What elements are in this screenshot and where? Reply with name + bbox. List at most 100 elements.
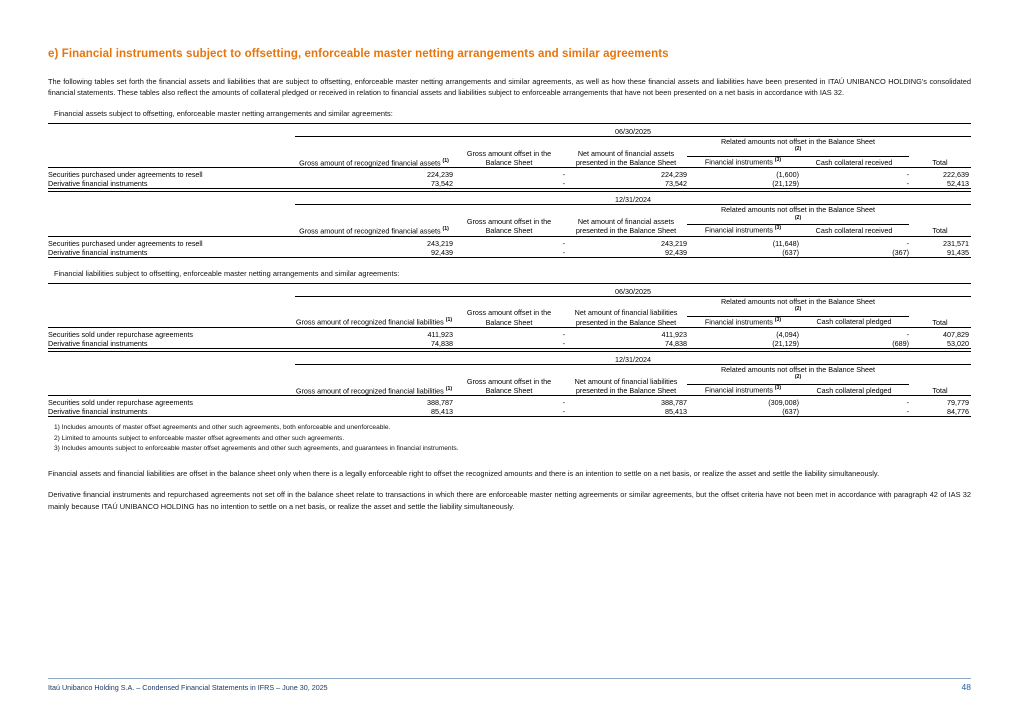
cell-offset: - — [562, 179, 565, 189]
cell-total: 222,639 — [943, 170, 969, 180]
cell-financial-instruments: (4,094) — [776, 330, 799, 340]
footer-document-title: Itaú Unibanco Holding S.A. – Condensed F… — [48, 683, 328, 692]
table-header-group-row: Gross amount of recognized financial lia… — [48, 296, 971, 327]
closing-paragraphs: Financial assets and financial liabiliti… — [48, 468, 971, 512]
table-bottom-rule — [48, 348, 971, 352]
row-label: Securities sold under repurchase agreeme… — [48, 398, 194, 408]
table-row: Securities sold under repurchase agreeme… — [48, 398, 971, 407]
cell-financial-instruments: (21,129) — [772, 339, 799, 349]
table-header-rule — [48, 235, 971, 239]
row-label: Derivative financial instruments — [48, 339, 148, 349]
cell-cash-collateral: - — [906, 170, 909, 180]
row-label: Securities purchased under agreements to… — [48, 170, 203, 180]
header-gross-offset: Gross amount offset in the Balance Sheet — [466, 376, 552, 395]
footer-page-number: 48 — [961, 682, 971, 692]
section-title: e) Financial instruments subject to offs… — [48, 48, 669, 60]
footnote-marker: (1) — [445, 385, 453, 392]
table-row: Derivative financial instruments 92,439 - 9… — [48, 248, 971, 258]
cell-gross: 388,787 — [427, 398, 453, 408]
table-header-sub-row: Financial instruments (3) Cash collateral… — [48, 384, 971, 396]
cell-net: 74,838 — [665, 339, 687, 349]
footnote-2: 2) Limited to amounts subject to enforce… — [54, 434, 345, 442]
header-gross-amount: Gross amount of recognized financial ass… — [299, 225, 449, 236]
table-bottom-rule — [48, 188, 971, 192]
table-row: Derivative financial instruments 74,838 - 7… — [48, 339, 971, 349]
cell-offset: - — [562, 238, 565, 248]
cell-offset: - — [562, 339, 565, 349]
footnote-marker: (1) — [442, 225, 449, 232]
table-period-row: 12/31/2024 — [48, 195, 971, 206]
table-top-rule — [48, 123, 971, 128]
table-header-rule — [48, 395, 971, 399]
cell-total: 84,776 — [947, 407, 969, 417]
header-gross-offset: Gross amount offset in the Balance Sheet — [466, 216, 552, 236]
financial-table-assets-2025: 06/30/2025 Gross amount of recognized fin… — [48, 123, 971, 192]
header-related-amounts-group: Related amounts not offset in the Balanc… — [720, 137, 876, 153]
table-period-row: 12/31/2024 — [48, 355, 971, 366]
cell-gross: 74,838 — [431, 339, 453, 349]
financial-table-assets-2024: 12/31/2024 Gross amount of recognized fin… — [48, 191, 971, 260]
header-net-amount: Net amount of financial liabilities pres… — [574, 376, 678, 395]
table-row: Derivative financial instruments 85,413 - 8… — [48, 407, 971, 417]
cell-financial-instruments: (1,600) — [776, 170, 799, 180]
cell-total: 79,779 — [947, 398, 969, 408]
cell-cash-collateral: (367) — [892, 247, 909, 257]
footnote-3: 3) Includes amounts subject to enforceab… — [54, 444, 459, 452]
row-label: Securities sold under repurchase agreeme… — [48, 330, 194, 340]
header-financial-instruments: Financial instruments (3) — [687, 156, 799, 168]
header-net-amount: Net amount of financial assets presented… — [575, 216, 677, 236]
header-total: Total — [932, 317, 948, 327]
financial-table-liabilities-2025: 06/30/2025 Gross amount of recognized fin… — [48, 282, 971, 352]
cell-offset: - — [562, 170, 565, 180]
cell-net: 224,239 — [661, 170, 687, 180]
header-cash-collateral: Cash collateral received — [799, 224, 909, 237]
header-gross-amount: Gross amount of recognized financial ass… — [299, 157, 449, 167]
table-row: Derivative financial instruments 73,542 - 7… — [48, 179, 971, 189]
cell-total: 52,413 — [947, 179, 969, 189]
table-period-row: 06/30/2025 — [48, 286, 971, 297]
header-cash-collateral: Cash collateral pledged — [799, 384, 909, 396]
footnotes-list: 1) Includes amounts of master offset agr… — [54, 423, 971, 454]
header-gross-offset: Gross amount offset in the Balance Sheet — [466, 148, 552, 167]
table-header-group-row: Gross amount of recognized financial ass… — [48, 137, 971, 167]
page-content: e) Financial instruments subject to offs… — [48, 48, 971, 522]
row-label: Securities purchased under agreements to… — [48, 238, 203, 248]
header-total: Total — [932, 226, 948, 236]
cell-financial-instruments: (11,648) — [772, 238, 799, 248]
cell-offset: - — [562, 330, 565, 340]
cell-offset: - — [562, 407, 565, 417]
table-row: Securities purchased under agreements to… — [48, 239, 971, 248]
cell-financial-instruments: (637) — [782, 247, 799, 257]
table-top-rule — [48, 191, 971, 196]
header-financial-instruments: Financial instruments (3) — [687, 315, 799, 328]
cell-cash-collateral: - — [906, 407, 909, 417]
cell-financial-instruments: (637) — [782, 407, 799, 417]
liabilities-lead-in: Financial liabilities subject to offsett… — [54, 268, 400, 278]
cell-cash-collateral: - — [906, 238, 909, 248]
table-bottom-rule — [48, 256, 971, 260]
cell-financial-instruments: (21,129) — [772, 179, 799, 189]
footnote-marker: (3) — [774, 385, 782, 392]
footnote-1: 1) Includes amounts of master offset agr… — [54, 424, 391, 432]
cell-gross: 73,542 — [431, 179, 453, 189]
cell-net: 92,439 — [665, 247, 687, 257]
header-cash-collateral: Cash collateral received — [799, 156, 909, 168]
cell-cash-collateral: (689) — [892, 339, 909, 349]
footnote-marker: (2) — [794, 146, 802, 153]
cell-gross: 243,219 — [427, 238, 453, 248]
row-label: Derivative financial instruments — [48, 179, 148, 189]
table-top-rule — [48, 282, 971, 287]
cell-offset: - — [562, 247, 565, 257]
financial-table-liabilities-2024: 12/31/2024 Gross amount of recognized fin… — [48, 351, 971, 420]
period-label: 12/31/2024 — [295, 355, 971, 366]
cell-net: 411,923 — [661, 330, 687, 340]
cell-net: 243,219 — [661, 238, 687, 248]
cell-net: 388,787 — [661, 398, 687, 408]
cell-offset: - — [562, 398, 565, 408]
footnote-marker: (3) — [774, 225, 782, 232]
header-related-amounts-group: Related amounts not offset in the Balanc… — [720, 365, 876, 381]
footnote-marker: (3) — [774, 157, 782, 164]
period-label: 12/31/2024 — [295, 195, 971, 206]
footnote-marker: (2) — [794, 214, 802, 221]
cell-total: 231,571 — [943, 238, 969, 248]
